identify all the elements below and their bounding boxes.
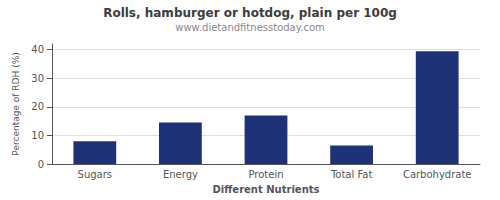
svg-text:Energy: Energy: [163, 169, 198, 180]
svg-text:www.dietandfitnesstoday.com: www.dietandfitnesstoday.com: [175, 22, 324, 33]
svg-text:Total Fat: Total Fat: [330, 169, 372, 180]
svg-text:40: 40: [31, 44, 44, 55]
svg-text:Carbohydrate: Carbohydrate: [403, 169, 472, 180]
svg-text:0: 0: [38, 159, 44, 170]
svg-text:Sugars: Sugars: [78, 169, 112, 180]
svg-text:20: 20: [31, 101, 44, 112]
svg-text:Protein: Protein: [248, 169, 283, 180]
svg-text:Percentage of RDH (%): Percentage of RDH (%): [11, 52, 21, 155]
svg-text:Different Nutrients: Different Nutrients: [213, 184, 320, 195]
svg-text:Rolls, hamburger or hotdog, pl: Rolls, hamburger or hotdog, plain per 10…: [103, 6, 397, 20]
svg-text:30: 30: [31, 73, 44, 84]
svg-text:10: 10: [31, 130, 44, 141]
